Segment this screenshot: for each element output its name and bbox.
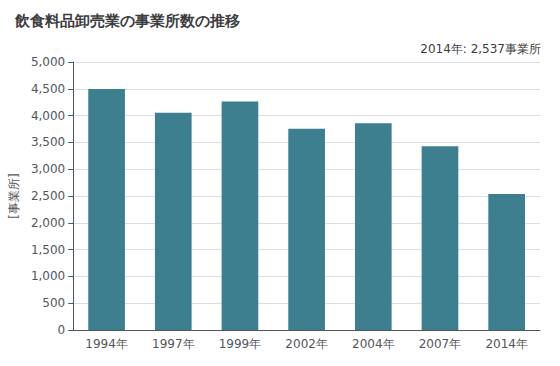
svg-text:3,500: 3,500 [31,135,65,149]
svg-text:2014年: 2014年 [485,337,528,351]
svg-text:2007年: 2007年 [419,337,462,351]
svg-text:3,000: 3,000 [31,162,65,176]
svg-text:1,000: 1,000 [31,269,65,283]
svg-text:飲食料品卸売業の事業所数の推移: 飲食料品卸売業の事業所数の推移 [14,12,240,30]
svg-text:1999年: 1999年 [219,337,262,351]
svg-text:2,000: 2,000 [31,216,65,230]
svg-text:1997年: 1997年 [152,337,195,351]
svg-text:0: 0 [58,323,66,337]
svg-text:[事業所]: [事業所] [7,173,21,218]
svg-text:5,000: 5,000 [31,55,65,69]
svg-text:2014年: 2,537事業所: 2014年: 2,537事業所 [420,42,541,56]
svg-text:500: 500 [42,296,65,310]
svg-text:2004年: 2004年 [352,337,395,351]
svg-text:4,500: 4,500 [31,82,65,96]
svg-text:4,000: 4,000 [31,109,65,123]
svg-text:2002年: 2002年 [285,337,328,351]
svg-text:1,500: 1,500 [31,243,65,257]
svg-text:2,500: 2,500 [31,189,65,203]
svg-text:1994年: 1994年 [85,337,128,351]
